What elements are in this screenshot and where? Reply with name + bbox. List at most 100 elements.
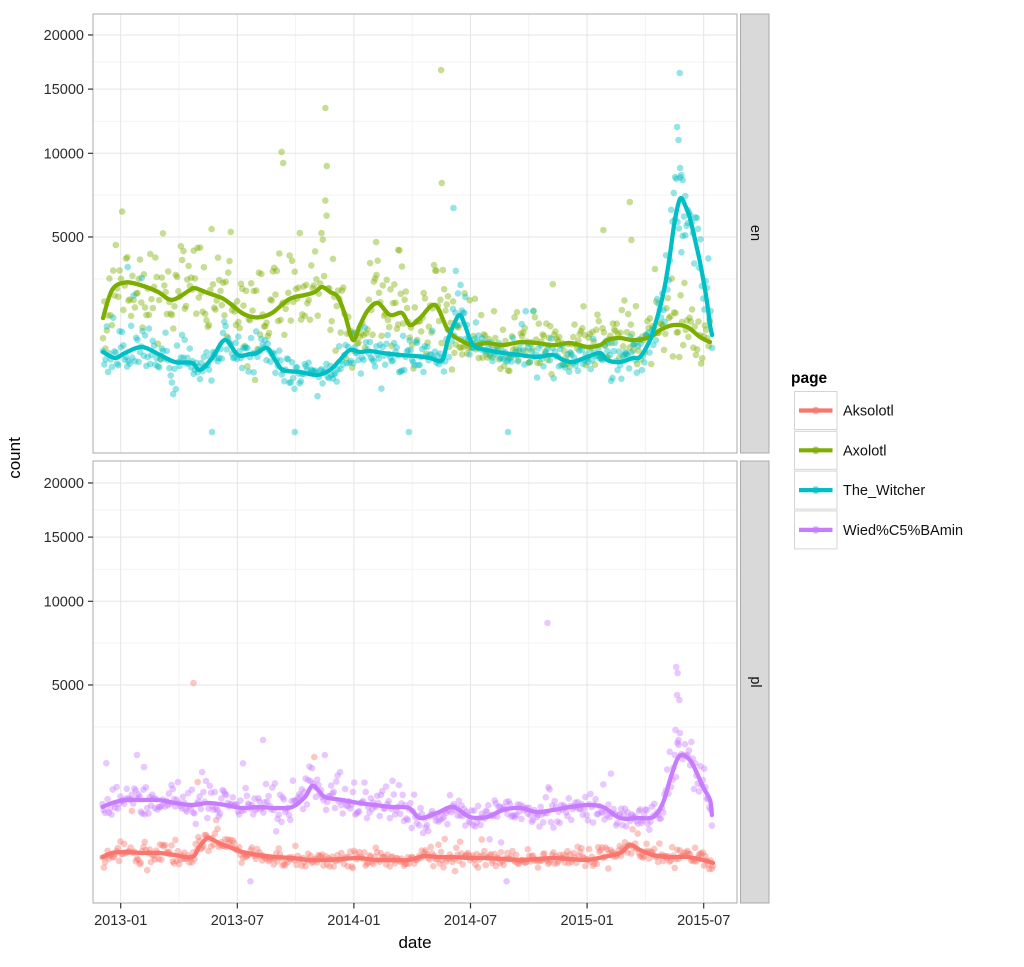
data-point bbox=[132, 334, 140, 342]
data-point bbox=[519, 346, 527, 354]
data-point bbox=[319, 236, 327, 243]
data-point bbox=[205, 847, 212, 855]
data-point bbox=[680, 213, 688, 220]
data-point bbox=[291, 385, 298, 393]
data-point bbox=[297, 378, 305, 385]
data-point bbox=[691, 844, 699, 852]
data-point bbox=[474, 864, 482, 871]
data-point bbox=[488, 859, 496, 867]
data-point bbox=[265, 792, 272, 800]
data-point bbox=[429, 327, 436, 335]
data-point bbox=[580, 303, 587, 310]
data-point-outlier bbox=[208, 428, 216, 436]
data-point bbox=[270, 861, 278, 868]
data-point bbox=[593, 810, 601, 818]
data-point bbox=[354, 808, 362, 816]
data-point bbox=[413, 339, 421, 347]
data-point bbox=[350, 779, 358, 786]
data-point bbox=[173, 273, 181, 281]
data-point bbox=[565, 859, 572, 867]
data-point bbox=[567, 349, 574, 356]
data-point bbox=[668, 275, 675, 282]
data-point bbox=[431, 267, 439, 274]
data-point bbox=[464, 849, 472, 857]
data-point bbox=[293, 861, 300, 869]
panel-border bbox=[92, 460, 738, 904]
data-point bbox=[105, 809, 113, 816]
data-point bbox=[406, 337, 413, 344]
data-point bbox=[610, 326, 618, 333]
data-point bbox=[281, 862, 289, 869]
data-point bbox=[606, 351, 614, 359]
data-point bbox=[605, 801, 612, 808]
data-point bbox=[643, 806, 650, 814]
data-point bbox=[353, 810, 361, 817]
data-point bbox=[514, 358, 522, 365]
data-point bbox=[670, 309, 678, 316]
data-point bbox=[215, 354, 223, 362]
data-point bbox=[299, 311, 306, 318]
data-point bbox=[505, 354, 513, 362]
data-point bbox=[683, 222, 690, 230]
data-point bbox=[651, 265, 659, 273]
data-point bbox=[168, 311, 176, 319]
data-point bbox=[530, 307, 537, 315]
data-point bbox=[530, 307, 537, 315]
data-point bbox=[242, 287, 250, 295]
data-point bbox=[367, 354, 375, 362]
data-point bbox=[117, 344, 125, 351]
data-point bbox=[678, 249, 685, 256]
data-point bbox=[269, 784, 276, 791]
data-point-outlier bbox=[311, 753, 318, 761]
data-point bbox=[693, 346, 701, 353]
data-point bbox=[248, 844, 256, 851]
data-point bbox=[623, 350, 630, 357]
data-point bbox=[406, 334, 414, 341]
data-point bbox=[168, 842, 175, 849]
data-point bbox=[172, 836, 179, 844]
data-point bbox=[509, 334, 517, 342]
data-point bbox=[433, 267, 440, 274]
data-point bbox=[158, 345, 165, 352]
data-point bbox=[596, 848, 603, 856]
data-point bbox=[624, 808, 631, 816]
data-point bbox=[206, 782, 214, 790]
data-point bbox=[117, 275, 125, 283]
data-point bbox=[212, 805, 220, 812]
data-point bbox=[628, 330, 636, 338]
data-point bbox=[128, 791, 136, 798]
data-point bbox=[597, 847, 604, 854]
data-point bbox=[618, 306, 626, 314]
data-point bbox=[565, 368, 573, 376]
data-point bbox=[497, 365, 504, 373]
data-point bbox=[373, 849, 381, 856]
data-point bbox=[347, 848, 354, 855]
data-point bbox=[618, 375, 625, 383]
data-point bbox=[482, 861, 490, 869]
data-point bbox=[448, 366, 456, 373]
data-point bbox=[287, 816, 294, 824]
data-point bbox=[432, 817, 440, 824]
data-point bbox=[564, 812, 571, 820]
data-point bbox=[625, 365, 633, 372]
data-point bbox=[104, 368, 112, 376]
data-point-outlier bbox=[676, 69, 683, 77]
data-point bbox=[477, 311, 485, 319]
data-point bbox=[235, 333, 242, 341]
data-point bbox=[547, 322, 554, 330]
data-point bbox=[158, 802, 165, 810]
data-point bbox=[288, 797, 295, 805]
data-point bbox=[320, 862, 327, 869]
data-point bbox=[595, 317, 603, 325]
data-point bbox=[138, 299, 145, 306]
data-point bbox=[371, 275, 379, 282]
data-point bbox=[276, 250, 283, 257]
data-point bbox=[583, 811, 590, 819]
data-point bbox=[123, 785, 131, 793]
data-point bbox=[145, 810, 152, 817]
data-point bbox=[660, 346, 668, 354]
data-point bbox=[525, 359, 532, 367]
data-point bbox=[318, 851, 326, 858]
data-point bbox=[327, 782, 335, 789]
